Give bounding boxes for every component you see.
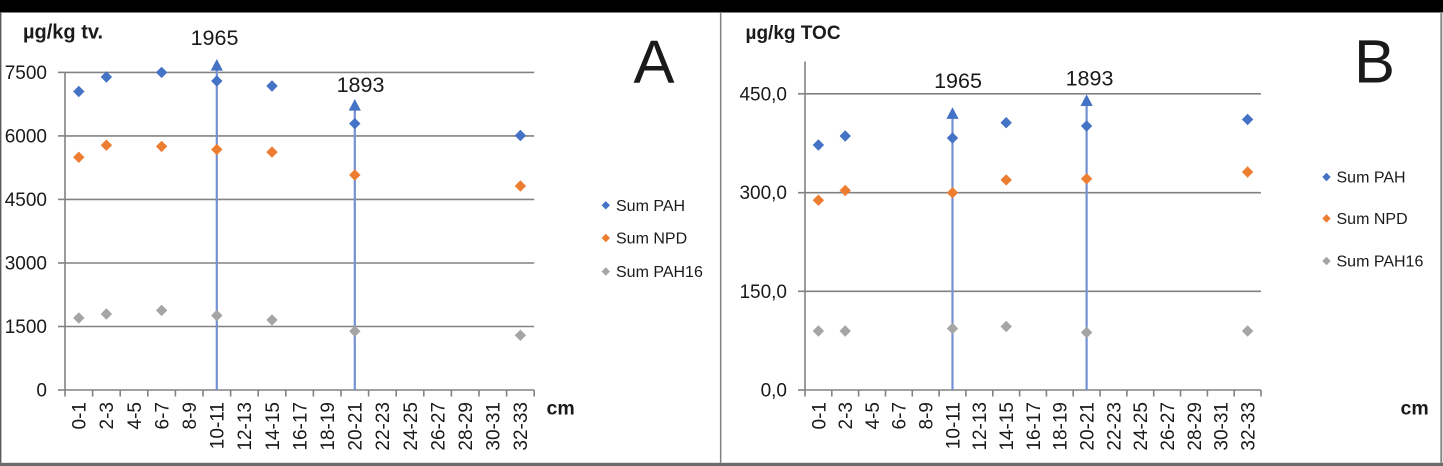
svg-text:1893: 1893 [337,73,385,97]
svg-text:18-19: 18-19 [318,402,339,451]
svg-text:A: A [633,28,674,97]
svg-text:Sum PAH: Sum PAH [616,198,685,215]
svg-text:cm: cm [547,398,575,420]
svg-text:32-33: 32-33 [511,402,532,451]
svg-text:Sum PAH16: Sum PAH16 [1337,254,1424,271]
svg-text:12-13: 12-13 [235,402,256,451]
svg-text:2-3: 2-3 [97,402,118,429]
svg-text:150,0: 150,0 [739,282,787,303]
svg-text:6-7: 6-7 [152,402,173,429]
svg-text:7500: 7500 [5,63,47,84]
svg-text:4-5: 4-5 [125,402,146,429]
svg-text:3000: 3000 [5,254,47,275]
svg-text:0-1: 0-1 [70,402,91,429]
svg-text:14-15: 14-15 [997,402,1018,451]
svg-text:450,0: 450,0 [739,84,787,105]
svg-text:Sum PAH16: Sum PAH16 [616,264,703,281]
svg-text:12-13: 12-13 [970,402,991,451]
svg-text:Sum NPD: Sum NPD [616,231,687,248]
svg-text:4-5: 4-5 [863,402,884,429]
svg-text:B: B [1354,27,1395,96]
svg-text:26-27: 26-27 [1158,402,1179,451]
svg-text:1965: 1965 [191,26,239,50]
svg-text:20-21: 20-21 [1078,402,1099,451]
svg-text:10-11: 10-11 [943,402,964,449]
svg-text:24-25: 24-25 [1131,402,1152,451]
svg-text:26-27: 26-27 [428,402,449,451]
svg-text:10-11: 10-11 [208,402,229,449]
svg-text:4500: 4500 [5,190,47,211]
svg-text:28-29: 28-29 [1185,402,1206,451]
svg-text:300,0: 300,0 [739,183,787,204]
svg-text:24-25: 24-25 [401,402,422,451]
svg-text:1500: 1500 [5,317,47,338]
svg-text:µg/kg tv.: µg/kg tv. [23,22,103,44]
svg-text:6-7: 6-7 [890,402,911,429]
svg-text:2-3: 2-3 [836,402,857,429]
svg-text:22-23: 22-23 [373,402,394,451]
svg-text:6000: 6000 [5,126,47,147]
svg-text:0: 0 [36,381,47,402]
svg-text:8-9: 8-9 [180,402,201,429]
svg-text:µg/kg TOC: µg/kg TOC [746,23,841,44]
svg-text:18-19: 18-19 [1051,402,1072,451]
svg-text:16-17: 16-17 [290,402,311,451]
svg-text:1893: 1893 [1066,67,1114,91]
svg-text:28-29: 28-29 [456,402,477,451]
svg-text:22-23: 22-23 [1104,402,1125,451]
svg-text:cm: cm [1401,398,1429,420]
svg-text:32-33: 32-33 [1238,402,1259,451]
svg-text:0,0: 0,0 [761,381,787,402]
svg-text:14-15: 14-15 [263,402,284,451]
svg-text:8-9: 8-9 [917,402,938,429]
svg-text:16-17: 16-17 [1024,402,1045,451]
svg-text:20-21: 20-21 [346,402,367,451]
svg-text:Sum PAH: Sum PAH [1337,170,1406,187]
svg-text:1965: 1965 [934,69,982,93]
svg-text:0-1: 0-1 [809,402,830,429]
svg-text:30-31: 30-31 [1212,402,1233,451]
svg-text:Sum NPD: Sum NPD [1337,211,1408,228]
svg-text:30-31: 30-31 [484,402,505,451]
